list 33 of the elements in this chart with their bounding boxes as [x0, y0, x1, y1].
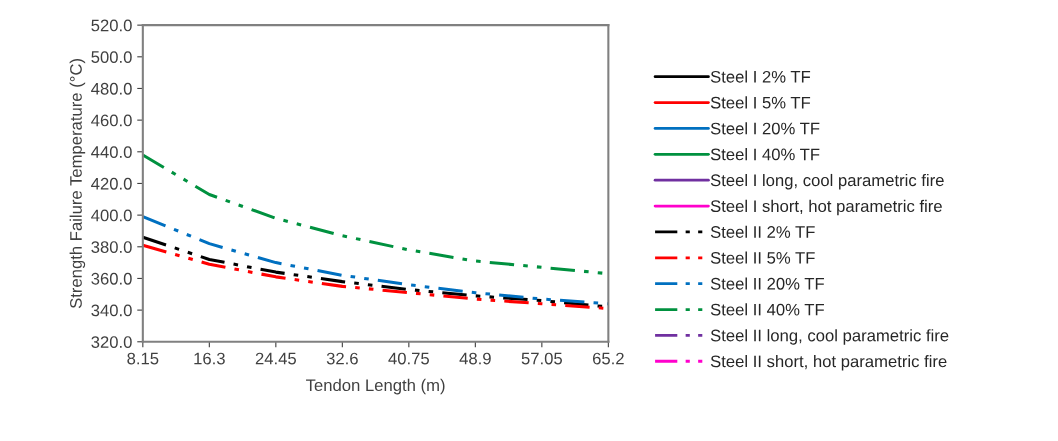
y-tick-label: 500.0: [91, 51, 132, 63]
y-tick-label: 320.0: [91, 336, 132, 348]
y-tick-label: 520.0: [91, 19, 132, 32]
legend-label: Steel II 20% TF: [710, 277, 824, 290]
y-tick-label: 420.0: [91, 177, 132, 190]
x-tick-label: 57.05: [521, 352, 562, 365]
y-tick-label: 440.0: [91, 146, 132, 158]
legend-label: Steel II long, cool parametric fire: [710, 329, 949, 345]
legend-label: Steel I 2% TF: [710, 70, 811, 83]
y-tick-label: 480.0: [91, 82, 132, 95]
y-tick-label: 460.0: [91, 114, 132, 127]
x-tick-label: 65.2: [592, 352, 624, 365]
y-tick-label: 340.0: [91, 304, 132, 317]
legend-label: Steel I long, cool parametric fire: [710, 173, 944, 190]
legend-label: Steel I 5% TF: [710, 96, 811, 109]
y-tick-label: 380.0: [91, 241, 132, 253]
y-tick-label: 360.0: [91, 272, 132, 285]
legend-label: Steel I 40% TF: [710, 148, 820, 161]
legend-label: Steel II 2% TF: [710, 225, 815, 238]
x-tick-label: 40.75: [388, 352, 429, 365]
legend-label: Steel II short, hot parametric fire: [710, 355, 947, 371]
x-tick-label: 16.3: [194, 352, 225, 365]
x-tick-label: 48.9: [459, 352, 491, 365]
y-tick-label: 400.0: [91, 209, 132, 222]
x-tick-label: 24.45: [255, 352, 296, 365]
legend-label: Steel II 40% TF: [710, 303, 824, 316]
x-tick-label: 32.6: [326, 352, 358, 365]
x-axis-title: Tendon Length (m): [306, 378, 445, 395]
legend-label: Steel II 5% TF: [710, 251, 815, 264]
legend-label: Steel I 20% TF: [710, 122, 820, 135]
legend-label: Steel I short, hot parametric fire: [710, 199, 942, 216]
x-tick-label: 8.15: [127, 352, 159, 365]
y-axis-title: Strength Failure Temperature (°C): [69, 59, 86, 309]
